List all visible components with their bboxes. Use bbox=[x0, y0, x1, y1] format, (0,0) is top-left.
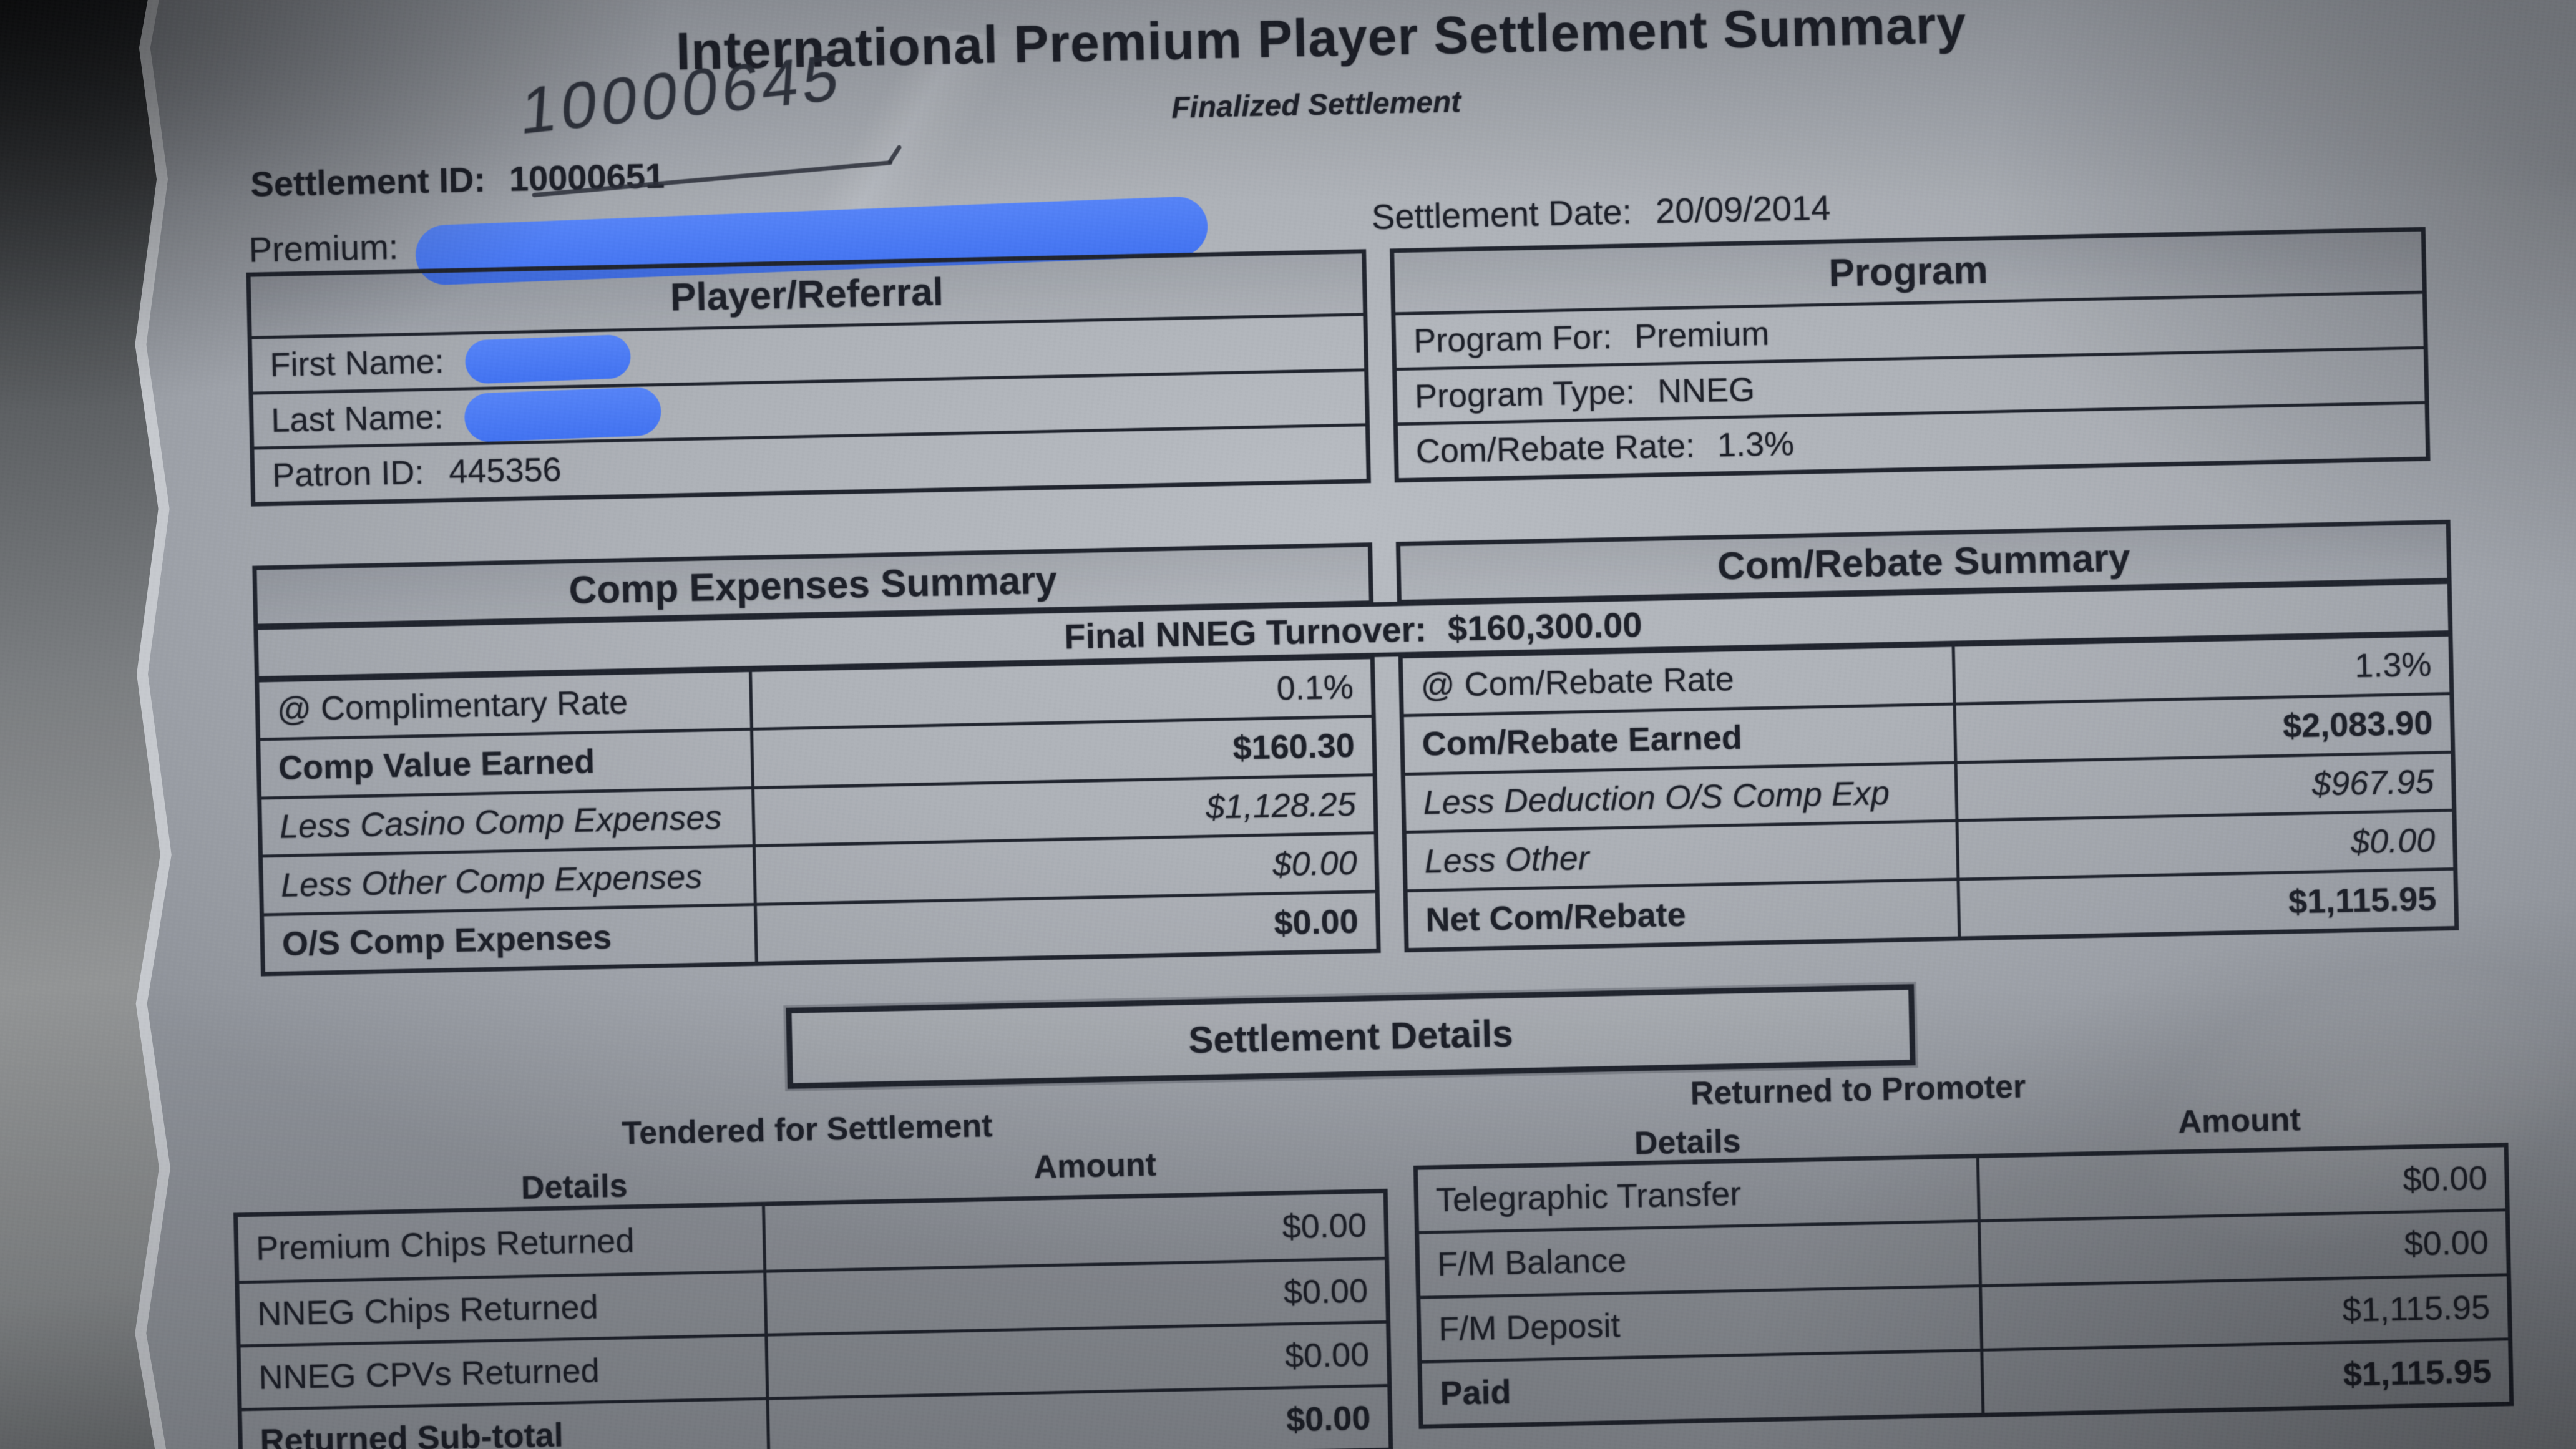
player-referral-table: Player/Referral First Name: Last Name: P… bbox=[246, 249, 1371, 507]
details-column-header: Details bbox=[520, 1168, 628, 1206]
row-label: Telegraphic Transfer bbox=[1417, 1158, 1981, 1232]
row-label: First Name: bbox=[269, 343, 445, 384]
settlement-id-label: Settlement ID: bbox=[250, 159, 486, 204]
row-label: Comp Value Earned bbox=[260, 730, 754, 797]
finalized-settlement-subtitle: Finalized Settlement bbox=[1171, 85, 1461, 125]
row-label: F/M Deposit bbox=[1420, 1287, 1984, 1360]
row-label: Net Com/Rebate bbox=[1407, 881, 1961, 949]
settlement-date-line: Settlement Date: 20/09/2014 bbox=[1371, 187, 1831, 237]
row-value: $0.00 bbox=[1282, 1206, 1367, 1246]
row-label: NNEG Chips Returned bbox=[239, 1272, 768, 1345]
row-label: Paid bbox=[1422, 1351, 1985, 1425]
turnover-value: $160,300.00 bbox=[1447, 604, 1643, 648]
row-value: $967.95 bbox=[2311, 763, 2434, 803]
row-label: Less Other Comp Expenses bbox=[263, 847, 757, 914]
row-value: Premium bbox=[1634, 315, 1770, 356]
comp-expenses-table: @ Complimentary Rate 0.1% Comp Value Ear… bbox=[255, 655, 1381, 977]
row-label: Program Type: bbox=[1414, 373, 1636, 416]
row-label: Patron ID: bbox=[271, 454, 424, 495]
row-value: $0.00 bbox=[1283, 1272, 1368, 1311]
settlement-date-value: 20/09/2014 bbox=[1655, 187, 1831, 231]
amount-column-header: Amount bbox=[1033, 1146, 1157, 1186]
row-value: $0.00 bbox=[1284, 1335, 1370, 1375]
settlement-id-line: Settlement ID: 10000651 bbox=[250, 155, 893, 205]
row-value: $1,115.95 bbox=[2288, 880, 2437, 921]
row-value: $160.30 bbox=[1232, 726, 1355, 768]
turnover-label: Final NNEG Turnover: bbox=[1063, 608, 1427, 656]
row-label: Program For: bbox=[1413, 318, 1612, 360]
settlement-date-label: Settlement Date: bbox=[1371, 192, 1632, 237]
row-value: 1.3% bbox=[2354, 646, 2432, 685]
row-value: $1,128.25 bbox=[1205, 785, 1357, 826]
row-value: $0.00 bbox=[1286, 1398, 1371, 1438]
row-label: Less Casino Comp Expenses bbox=[261, 789, 756, 855]
tendered-for-settlement-table: Premium Chips Returned $0.00 NNEG Chips … bbox=[233, 1188, 1395, 1449]
row-value: $1,115.95 bbox=[2343, 1352, 2492, 1393]
premium-label: Premium: bbox=[248, 227, 399, 270]
row-value: 0.1% bbox=[1276, 668, 1354, 708]
row-value: $2,083.90 bbox=[2282, 704, 2433, 745]
com-rebate-table: @ Com/Rebate Rate 1.3% Com/Rebate Earned… bbox=[1398, 632, 2459, 953]
row-value: $0.00 bbox=[2404, 1224, 2489, 1264]
returned-to-promoter-table: Telegraphic Transfer $0.00 F/M Balance $… bbox=[1413, 1143, 2514, 1429]
row-value: $1,115.95 bbox=[2342, 1288, 2491, 1329]
row-label: Last Name: bbox=[270, 398, 444, 439]
row-label: O/S Comp Expenses bbox=[264, 906, 758, 972]
row-value: $0.00 bbox=[1272, 844, 1358, 884]
row-label: NNEG CPVs Returned bbox=[240, 1336, 769, 1408]
program-table: Program Program For: Premium Program Typ… bbox=[1390, 227, 2431, 483]
row-value: $0.00 bbox=[1273, 902, 1359, 942]
row-value: NNEG bbox=[1657, 370, 1755, 410]
row-label: Premium Chips Returned bbox=[238, 1206, 767, 1281]
redaction-scribble bbox=[464, 334, 632, 384]
row-label: @ Complimentary Rate bbox=[259, 671, 753, 738]
row-value: 445356 bbox=[448, 451, 562, 491]
row-value: $0.00 bbox=[2350, 821, 2436, 861]
row-value: $0.00 bbox=[2402, 1159, 2488, 1199]
row-value: 1.3% bbox=[1717, 425, 1795, 464]
row-label: Returned Sub-total bbox=[242, 1400, 771, 1449]
row-label: F/M Balance bbox=[1419, 1222, 1983, 1296]
row-label: Com/Rebate Rate: bbox=[1415, 427, 1695, 471]
redaction-scribble bbox=[464, 386, 662, 442]
amount-column-header: Amount bbox=[2177, 1101, 2301, 1141]
